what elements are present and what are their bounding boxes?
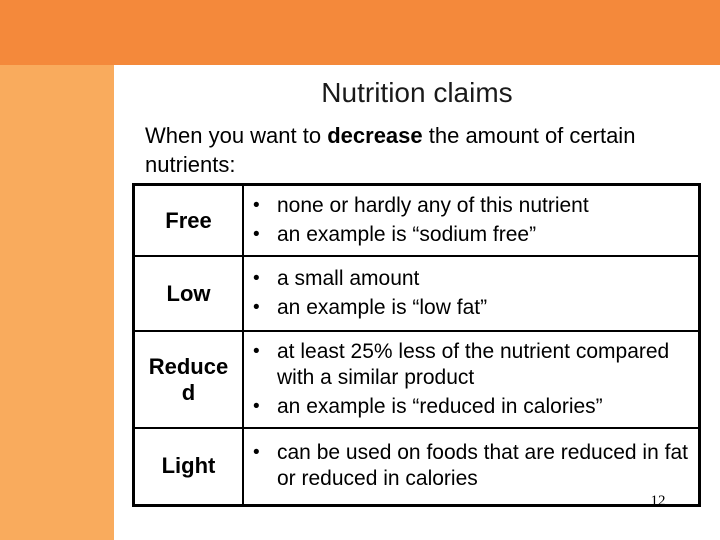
desc-cell-light: • can be used on foods that are reduced …: [242, 427, 701, 506]
bullet-item: • can be used on foods that are reduced …: [250, 440, 694, 492]
bullet-item: • at least 25% less of the nutrient comp…: [250, 339, 694, 391]
bullet-icon: •: [253, 396, 260, 417]
intro-text-after: the amount of certain nutrients:: [145, 123, 636, 177]
bullet-icon: •: [253, 224, 260, 245]
bullet-text: at least 25% less of the nutrient compar…: [277, 340, 670, 389]
bullet-text: none or hardly any of this nutrient: [277, 194, 589, 217]
desc-cell-reduced: • at least 25% less of the nutrient comp…: [242, 330, 701, 429]
intro-text-bold: decrease: [327, 123, 423, 148]
term-label: Free: [165, 207, 212, 233]
bullet-item: • a small amount: [250, 266, 694, 292]
bullet-item: • an example is “sodium free”: [250, 222, 694, 248]
bullet-icon: •: [253, 195, 260, 216]
top-banner: [0, 0, 720, 65]
bullet-text: a small amount: [277, 267, 420, 290]
bullet-icon: •: [253, 442, 260, 464]
term-label: Low: [166, 280, 211, 306]
bullet-item: • an example is “low fat”: [250, 295, 694, 321]
bullet-icon: •: [253, 268, 260, 289]
intro-text: When you want to decrease the amount of …: [145, 121, 693, 179]
nutrition-claims-table: Free • none or hardly any of this nutrie…: [132, 183, 701, 507]
table-row-light: Light • can be used on foods that are re…: [132, 427, 701, 506]
left-sidebar: [0, 65, 114, 540]
term-label: Light: [161, 453, 216, 479]
term-cell-reduced: Reduced: [132, 330, 244, 429]
table-row-reduced: Reduced • at least 25% less of the nutri…: [132, 330, 701, 429]
desc-cell-free: • none or hardly any of this nutrient • …: [242, 183, 701, 257]
intro-text-before: When you want to: [145, 123, 328, 148]
table-row-low: Low • a small amount • an example is “lo…: [132, 255, 701, 332]
term-cell-free: Free: [132, 183, 244, 257]
term-label: Reduced: [148, 353, 229, 405]
slide-title: Nutrition claims: [321, 77, 513, 108]
bullet-text: an example is “low fat”: [277, 296, 488, 319]
bullet-text: can be used on foods that are reduced in…: [277, 441, 688, 491]
bullet-item: • an example is “reduced in calories”: [250, 394, 694, 420]
page-number: 12: [650, 493, 666, 509]
bullet-item: • none or hardly any of this nutrient: [250, 193, 694, 219]
table-row-free: Free • none or hardly any of this nutrie…: [132, 183, 701, 257]
bullet-icon: •: [253, 341, 260, 362]
slide-content: Nutrition claims When you want to decrea…: [114, 65, 720, 540]
bullet-text: an example is “reduced in calories”: [277, 395, 603, 418]
term-cell-light: Light: [132, 427, 244, 506]
bullet-icon: •: [253, 297, 260, 318]
desc-cell-low: • a small amount • an example is “low fa…: [242, 255, 701, 332]
term-cell-low: Low: [132, 255, 244, 332]
bullet-text: an example is “sodium free”: [277, 223, 537, 246]
